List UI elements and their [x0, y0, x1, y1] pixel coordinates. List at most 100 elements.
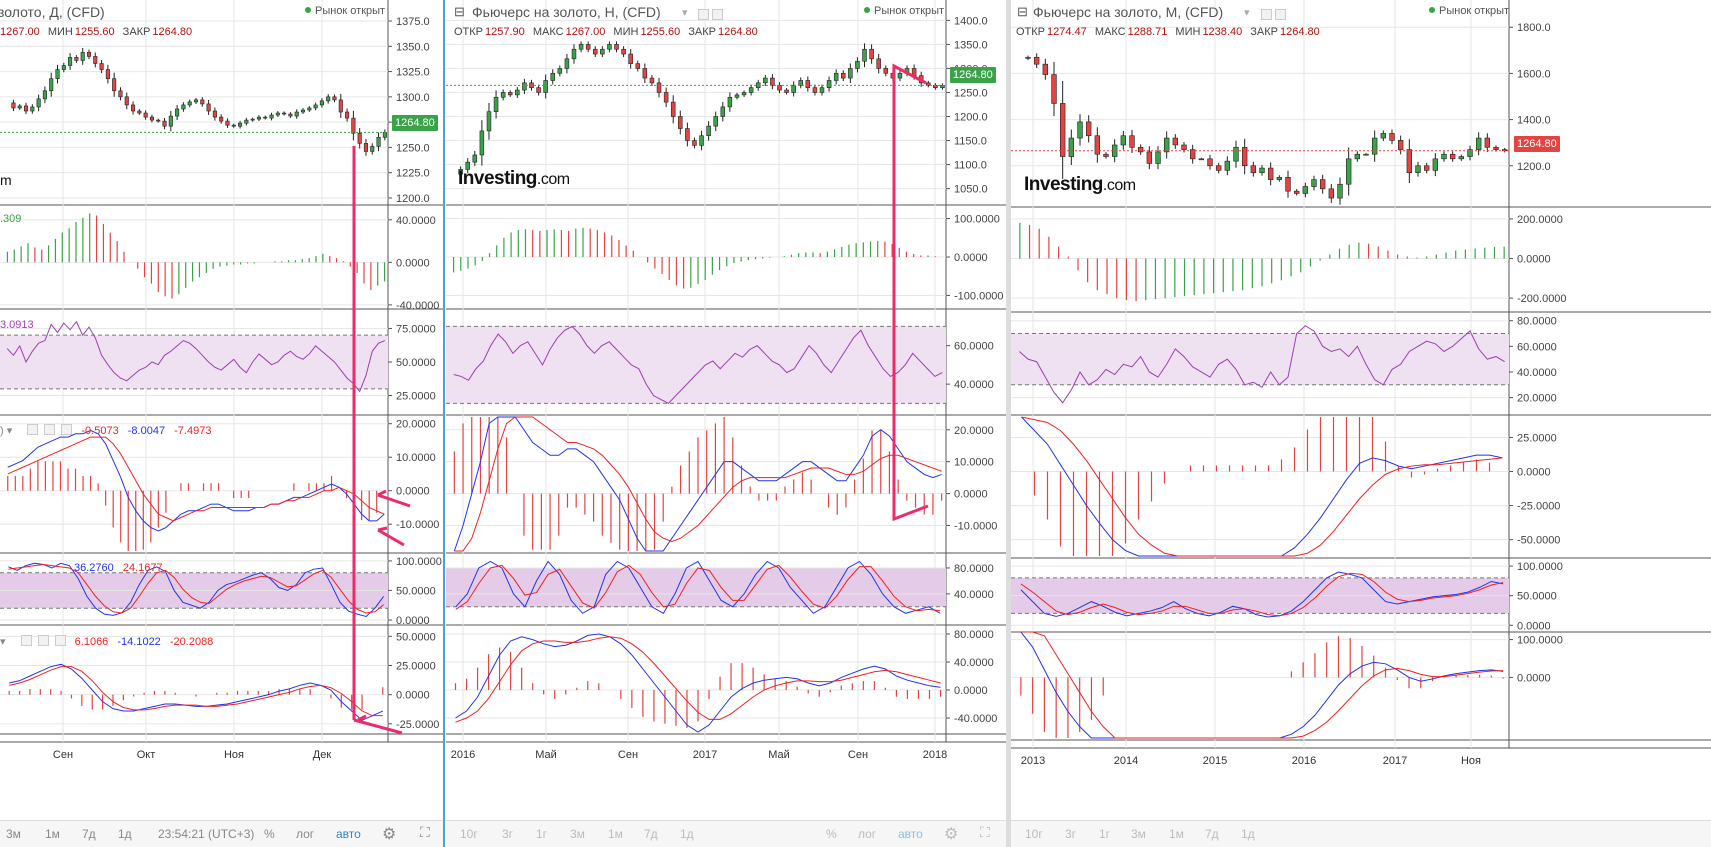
- panel-separator[interactable]: [1006, 0, 1011, 847]
- settings-icon[interactable]: [20, 635, 32, 646]
- symbol-dropdown-icon[interactable]: ▾: [1244, 7, 1250, 19]
- range-button-1m[interactable]: 1м: [45, 827, 60, 841]
- candle-body: [791, 84, 796, 93]
- candle-body: [458, 169, 463, 175]
- range-button-1d[interactable]: 1д: [680, 827, 694, 841]
- range-button-1m[interactable]: 1м: [608, 827, 623, 841]
- collapse-icon[interactable]: ⊟: [1017, 4, 1028, 19]
- chart-panel-daily[interactable]: СенОктНояДек1200.01225.01250.01275.01300…: [0, 0, 443, 820]
- range-button-1m[interactable]: 1м: [1169, 827, 1184, 841]
- percent-scale-button[interactable]: %: [264, 827, 275, 841]
- range-button-1y[interactable]: 1г: [536, 827, 548, 841]
- candle-body: [93, 56, 98, 64]
- settings-icon[interactable]: [698, 9, 709, 20]
- candle-body: [99, 63, 104, 70]
- fullscreen-icon[interactable]: ⛶: [420, 824, 430, 840]
- auto-scale-button[interactable]: авто: [898, 827, 923, 841]
- symbol-controls[interactable]: [698, 6, 726, 22]
- range-button-7d[interactable]: 7д: [1205, 827, 1219, 841]
- candle-body: [848, 68, 853, 79]
- range-button-1y[interactable]: 1г: [1099, 827, 1111, 841]
- candle-body: [1267, 167, 1274, 180]
- log-scale-button[interactable]: лог: [858, 827, 877, 841]
- visibility-icon[interactable]: [712, 9, 723, 20]
- candle-body: [741, 92, 747, 96]
- range-button-1d[interactable]: 1д: [118, 827, 132, 841]
- range-button-3m[interactable]: 3м: [6, 827, 21, 841]
- candle-body: [727, 96, 733, 108]
- candle-body: [649, 77, 655, 84]
- range-button-3m[interactable]: 3м: [570, 827, 585, 841]
- macd-tick-label: -10.0000: [396, 519, 439, 531]
- close-icon[interactable]: [54, 635, 66, 646]
- settings-icon[interactable]: [27, 424, 39, 435]
- range-button-3m[interactable]: 3м: [1131, 827, 1146, 841]
- chart-panel-hourly[interactable]: 2016 Май Сен 2017 Май Сен 2018 1050.0 1100.0 1150…: [446, 0, 1006, 820]
- settings-gear-icon[interactable]: ⚙: [944, 826, 959, 843]
- symbol-title[interactable]: золото, Д, (CFD): [0, 4, 105, 20]
- symbol-title[interactable]: Фьючерс на золото, Н, (CFD): [472, 4, 661, 20]
- candle-body: [479, 130, 485, 156]
- macd-tick-label: 0.0000: [396, 486, 430, 498]
- candle-body: [269, 114, 274, 119]
- range-button-1d[interactable]: 1д: [1241, 827, 1255, 841]
- close-icon[interactable]: [61, 424, 73, 435]
- panel-separator[interactable]: [443, 0, 445, 847]
- ohlc-label: ЗАКР: [122, 26, 151, 38]
- auto-scale-button[interactable]: авто: [336, 827, 361, 841]
- ohlc-label: ЗАКР: [688, 26, 716, 38]
- visibility-icon[interactable]: [37, 635, 49, 646]
- visibility-icon[interactable]: [44, 424, 56, 435]
- candle-body: [862, 48, 867, 62]
- candle-body: [500, 92, 506, 98]
- fullscreen-icon[interactable]: ⛶: [980, 824, 990, 840]
- macd-tick-label: -10.0000: [954, 520, 997, 532]
- candle-body: [263, 116, 268, 119]
- log-scale-button[interactable]: лог: [296, 827, 315, 841]
- candle-body: [1033, 56, 1040, 65]
- candle-body: [231, 124, 236, 127]
- percent-scale-button[interactable]: %: [826, 827, 837, 841]
- indicator-dropdown-icon[interactable]: ▾: [0, 636, 6, 648]
- range-button-7d[interactable]: 7д: [644, 827, 658, 841]
- candle-body: [1441, 153, 1447, 160]
- candle-body: [112, 78, 117, 92]
- stoch-k-line: [1020, 571, 1504, 618]
- candle-body: [86, 52, 92, 57]
- candle-body: [855, 60, 860, 69]
- settings-gear-icon[interactable]: ⚙: [382, 826, 397, 843]
- candle-body: [557, 68, 563, 74]
- range-button-3y[interactable]: 3г: [502, 827, 514, 841]
- visibility-icon[interactable]: [1275, 9, 1286, 20]
- symbol-title[interactable]: Фьючерс на золото, М, (CFD): [1033, 4, 1224, 20]
- last-price-tag: 1264.80: [950, 67, 996, 83]
- candle-body: [1319, 179, 1326, 190]
- candle-body: [1059, 103, 1066, 157]
- range-button-10y[interactable]: 10г: [460, 827, 478, 841]
- candle-body: [1484, 137, 1491, 148]
- stoch-d-line: [8, 563, 384, 614]
- symbol-dropdown-icon[interactable]: ▾: [682, 7, 688, 19]
- macd-tick-label: 0.0000: [954, 489, 988, 501]
- range-button-10y[interactable]: 10г: [1025, 827, 1043, 841]
- signal-line: [454, 416, 942, 552]
- settings-icon[interactable]: [1261, 9, 1272, 20]
- range-button-3y[interactable]: 3г: [1065, 827, 1077, 841]
- macd2-tick-label: 0.0000: [954, 685, 988, 697]
- price-tick-label: 1200.0: [396, 193, 430, 205]
- bottom-toolbar-hourly: 10г 3г 1г 3м 1м 7д 1д % лог авто ⚙ ⛶: [446, 820, 1006, 847]
- chart-panel-monthly[interactable]: 2013 2014 2015 2016 2017 Ноя 1200.0 1400.0 1600.…: [1011, 0, 1711, 820]
- candle-body: [621, 48, 626, 55]
- range-button-7d[interactable]: 7д: [82, 827, 96, 841]
- ohlc-value: 1288.71: [1127, 26, 1168, 38]
- candle-body: [105, 69, 110, 79]
- symbol-controls[interactable]: [1261, 6, 1289, 22]
- chart-svg-daily[interactable]: СенОктНояДек1200.01225.01250.01275.01300…: [0, 0, 443, 820]
- candle-body: [80, 52, 85, 61]
- price-tick-label: 1200.0: [954, 112, 988, 124]
- collapse-icon[interactable]: ⊟: [454, 4, 465, 19]
- chart-svg-hourly[interactable]: 2016 Май Сен 2017 Май Сен 2018 1050.0 1100.0 1150…: [446, 0, 1006, 820]
- annotation-divergence-path: [892, 63, 929, 522]
- macd-tick-label: -25.0000: [1517, 501, 1560, 513]
- chart-svg-monthly[interactable]: 2013 2014 2015 2016 2017 Ноя 1200.0 1400.0 1600.…: [1011, 0, 1711, 820]
